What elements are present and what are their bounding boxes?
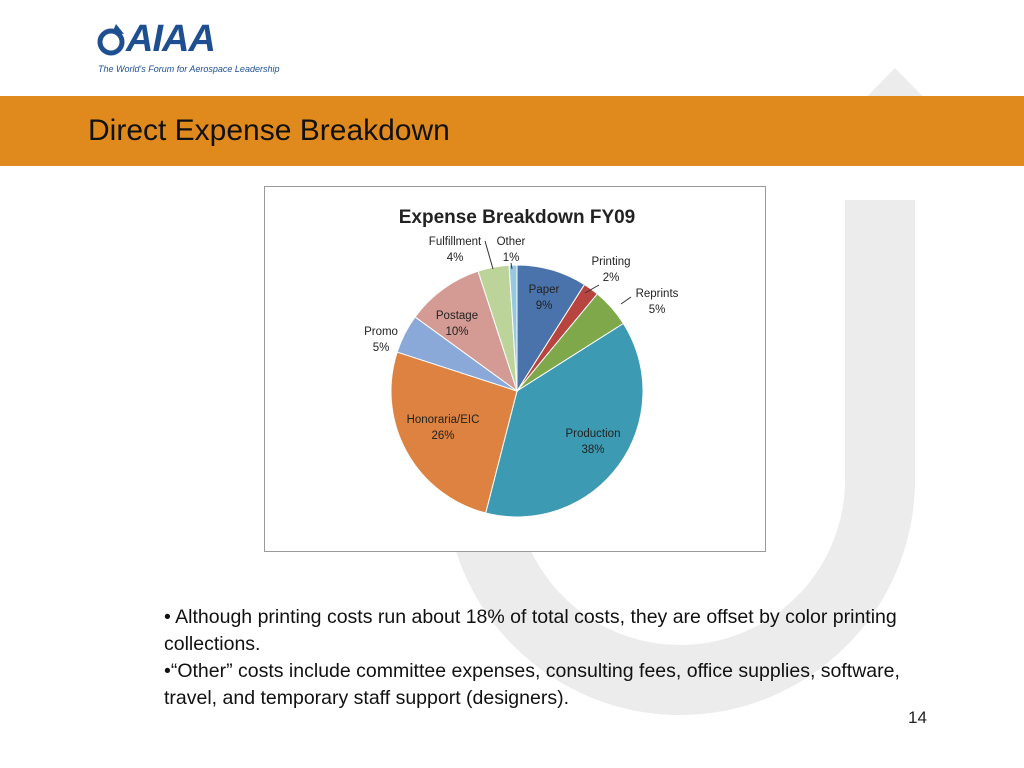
- slide-title: Direct Expense Breakdown: [88, 114, 450, 147]
- pie-slice-other: [508, 264, 518, 392]
- slice-value-paper: 9%: [536, 300, 553, 312]
- leader-line-reprints: [620, 296, 632, 305]
- aiaa-logo: AIAA The World's Forum for Aerospace Lea…: [96, 18, 279, 82]
- slice-label-postage: Postage: [436, 310, 478, 322]
- slice-label-paper: Paper: [529, 284, 560, 296]
- bullet-printing-costs: • Although printing costs run about 18% …: [164, 606, 897, 655]
- pie-slice-postage: [414, 270, 518, 393]
- slice-value-postage: 10%: [445, 326, 468, 338]
- slice-label-promo: Promo: [364, 326, 398, 338]
- leader-line-printing: [584, 284, 600, 294]
- bullet-other-costs: •“Other” costs include committee expense…: [164, 660, 900, 709]
- title-band: [0, 96, 1024, 166]
- slice-label-other: Other: [497, 236, 526, 248]
- pie-slice-honoraria-eic: [390, 351, 518, 514]
- slice-label-honoraria-eic: Honoraria/EIC: [407, 414, 480, 426]
- chart-title: Expense Breakdown FY09: [399, 207, 636, 228]
- slice-value-promo: 5%: [373, 342, 390, 354]
- pie-chart: Expense Breakdown FY09 Paper 9% Printing 2%…: [364, 207, 679, 518]
- logo-wordmark: AIAA: [126, 18, 216, 60]
- logo-swirl-icon: [97, 24, 125, 56]
- slice-value-other: 1%: [503, 252, 520, 264]
- slice-label-fulfillment: Fulfillment: [429, 236, 482, 248]
- slice-value-honoraria-eic: 26%: [431, 430, 454, 442]
- pie-slice-production: [485, 322, 644, 518]
- slice-label-printing: Printing: [592, 256, 631, 268]
- slice-label-production: Production: [566, 428, 621, 440]
- page-number: 14: [908, 708, 927, 727]
- logo-tagline: The World's Forum for Aerospace Leadersh…: [98, 64, 280, 74]
- leader-line-other: [510, 262, 513, 270]
- slice-label-reprints: Reprints: [636, 288, 679, 300]
- slice-value-reprints: 5%: [649, 304, 666, 316]
- chart-frame: Expense Breakdown FY09 Paper 9% Printing 2%…: [264, 186, 766, 552]
- bullet-list: • Although printing costs run about 18% …: [164, 604, 904, 712]
- slice-value-fulfillment: 4%: [447, 252, 464, 264]
- leader-line-fulfillment: [484, 240, 494, 270]
- slice-value-production: 38%: [581, 444, 604, 456]
- slice-value-printing: 2%: [603, 272, 620, 284]
